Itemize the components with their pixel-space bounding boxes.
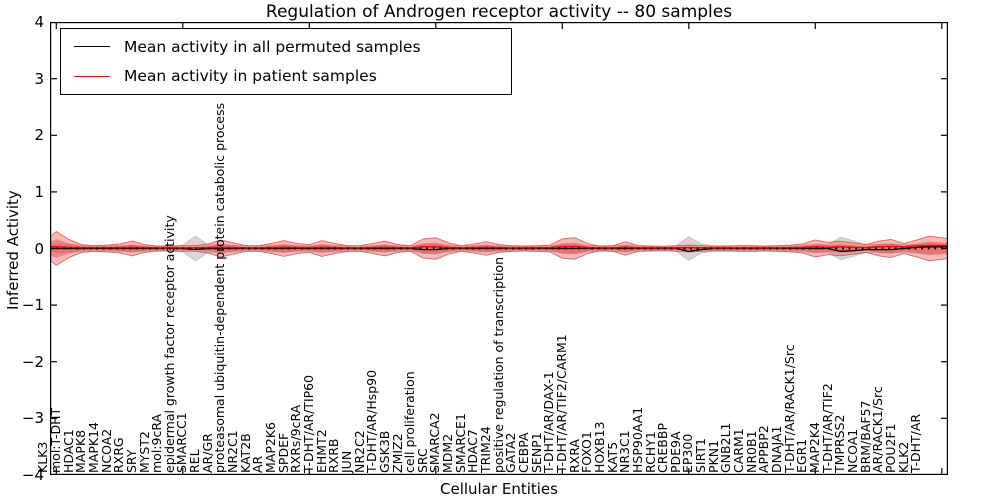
y-tick-label: −2	[21, 352, 44, 371]
x-axis-label: Cellular Entities	[440, 480, 558, 498]
y-tick-label: 2	[34, 126, 44, 145]
legend-entry-permuted: Mean activity in all permuted samples	[61, 35, 511, 59]
y-tick-label: 1	[34, 182, 44, 201]
x-category-label: SRY	[123, 449, 139, 473]
legend-label: Mean activity in patient samples	[124, 67, 377, 86]
x-category-label: HOXB13	[591, 421, 607, 473]
y-tick-label: −1	[21, 296, 44, 315]
x-category-label: JUN	[338, 450, 354, 473]
x-category-label: MAPK14	[85, 422, 101, 473]
plot-area	[50, 22, 948, 475]
red-line-sample-icon	[74, 75, 110, 77]
chart-title: Regulation of Androgen receptor activity…	[265, 2, 733, 22]
y-tick-label: 3	[34, 69, 44, 88]
y-tick-label: 4	[34, 13, 44, 32]
legend: Mean activity in all permuted samples Me…	[60, 28, 512, 95]
legend-entry-patient: Mean activity in patient samples	[61, 64, 511, 88]
x-category-label: mol:T-DHT	[47, 407, 63, 473]
x-category-label: proteasomal ubiquitin-dependent protein …	[212, 102, 228, 473]
y-tick-label: −3	[21, 409, 44, 428]
x-category-label: T-DHT/AR/TIF2/CARM1	[553, 334, 569, 473]
x-category-label: POU2F1	[882, 423, 898, 473]
black-line-sample-icon	[74, 46, 110, 48]
x-category-label: HSP90AA1	[629, 406, 645, 473]
x-category-label: NCOA1	[844, 428, 860, 473]
x-category-label: MAP2K4	[806, 422, 822, 473]
x-category-label: T-DHT/AR/TIP60	[300, 374, 316, 473]
y-tick-label: −4	[21, 465, 44, 484]
x-category-label: GSK3B	[376, 430, 392, 473]
legend-label: Mean activity in all permuted samples	[124, 37, 421, 56]
y-tick-label: 0	[34, 239, 44, 258]
x-category-label: T-DHT/AR	[908, 413, 924, 473]
y-axis-label: Inferred Activity	[4, 190, 22, 310]
